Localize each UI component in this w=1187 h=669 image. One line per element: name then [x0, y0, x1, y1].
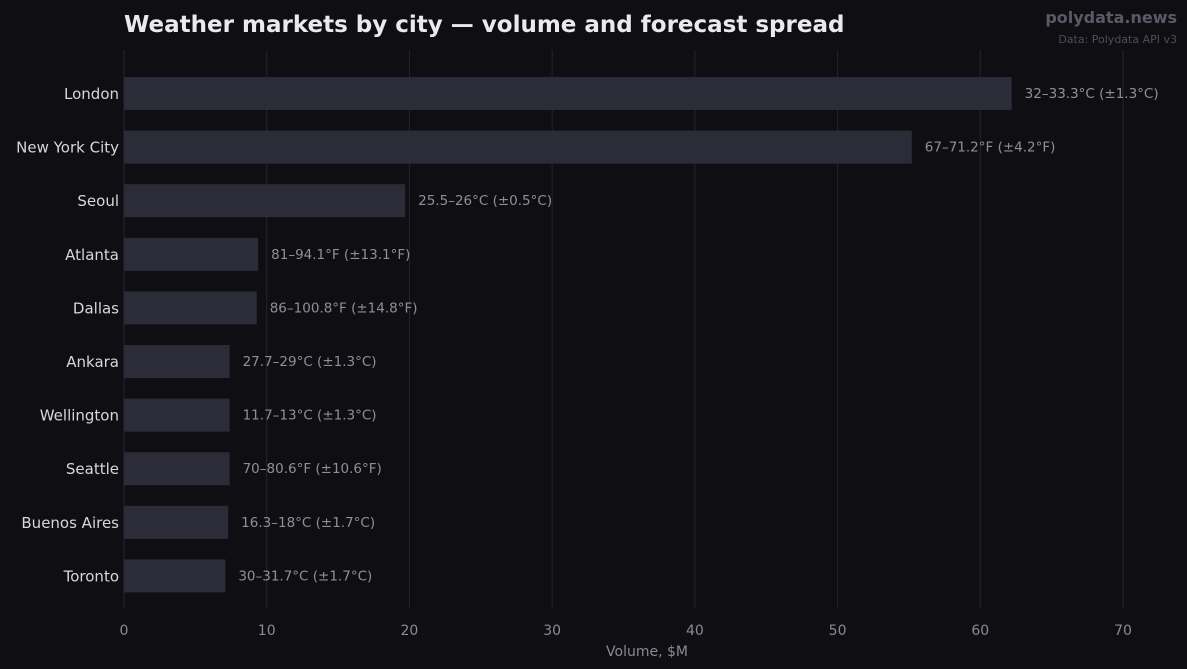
bar-data-label: 25.5–26°C (±0.5°C): [418, 193, 552, 209]
bar-data-label: 16.3–18°C (±1.7°C): [241, 515, 375, 531]
bar: [124, 559, 226, 593]
bar: [124, 130, 912, 164]
bar-data-label: 81–94.1°F (±13.1°F): [271, 247, 410, 263]
category-label: Toronto: [63, 567, 119, 585]
bar: [124, 237, 259, 271]
bar-data-label: 70–80.6°F (±10.6°F): [243, 461, 382, 477]
chart-title: Weather markets by city — volume and for…: [124, 12, 844, 38]
category-label: Ankara: [66, 353, 119, 371]
category-label: Buenos Aires: [21, 514, 119, 532]
bar: [124, 452, 230, 486]
bars: [124, 77, 1012, 593]
x-tick-label: 60: [971, 623, 989, 639]
bar-data-label: 67–71.2°F (±4.2°F): [925, 140, 1056, 156]
category-label: New York City: [16, 139, 119, 157]
x-axis-title: Volume, $M: [606, 644, 688, 660]
bar-data-label: 86–100.8°F (±14.8°F): [270, 300, 418, 316]
category-label: Seoul: [77, 192, 119, 210]
brand-logo: polydata.news: [1045, 8, 1177, 27]
bar: [124, 77, 1012, 110]
x-tick-label: 70: [1114, 623, 1132, 639]
category-label: Dallas: [73, 299, 119, 317]
bar: [124, 291, 257, 325]
bar: [124, 184, 406, 218]
category-label: London: [64, 85, 119, 103]
bar: [124, 345, 230, 378]
bar-data-label: 32–33.3°C (±1.3°C): [1025, 86, 1159, 102]
category-label: Wellington: [40, 407, 119, 425]
category-label: Atlanta: [65, 246, 119, 264]
x-tick-label: 20: [401, 623, 419, 639]
x-tick-label: 40: [686, 623, 704, 639]
bar-data-label: 11.7–13°C (±1.3°C): [243, 408, 377, 424]
bar-data-label: 30–31.7°C (±1.7°C): [238, 568, 372, 584]
x-tick-label: 10: [258, 623, 276, 639]
bar-data-label: 27.7–29°C (±1.3°C): [243, 354, 377, 370]
bar: [124, 505, 229, 539]
category-label: Seattle: [66, 460, 119, 478]
bar: [124, 398, 230, 432]
x-tick-label: 30: [543, 623, 561, 639]
x-tick-label: 0: [120, 623, 129, 639]
data-source-note: Data: Polydata API v3: [1058, 33, 1177, 46]
x-tick-label: 50: [829, 623, 847, 639]
labels: 0 10 20 30 40 50 60 70 London 32–33.3°C (±1.3°C) N…: [16, 85, 1158, 639]
